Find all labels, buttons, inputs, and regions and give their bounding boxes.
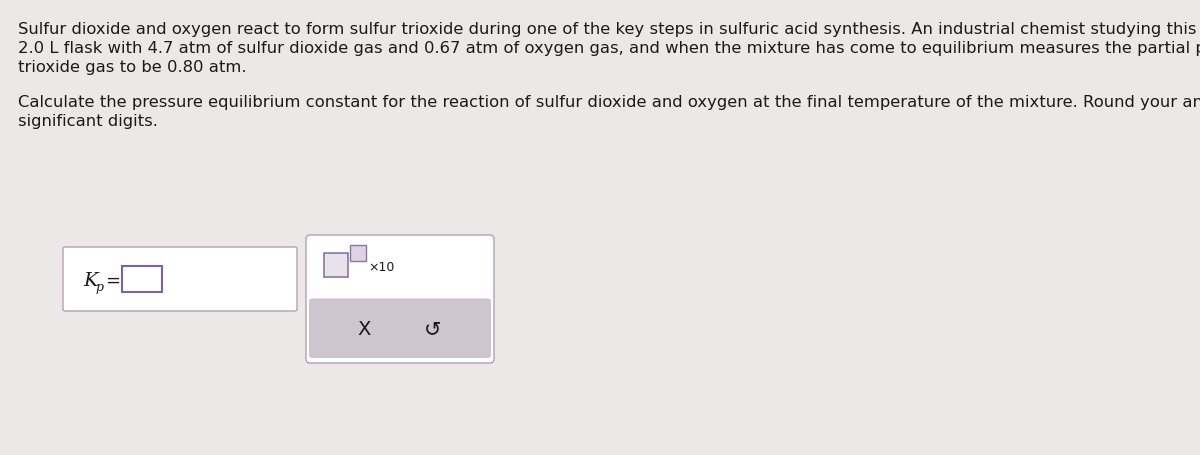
Text: significant digits.: significant digits.	[18, 114, 158, 129]
Text: =: =	[106, 271, 120, 289]
Text: 2.0 L flask with 4.7 atm of sulfur dioxide gas and 0.67 atm of oxygen gas, and w: 2.0 L flask with 4.7 atm of sulfur dioxi…	[18, 41, 1200, 56]
FancyBboxPatch shape	[306, 236, 494, 363]
Text: ×10: ×10	[368, 260, 395, 273]
Text: K: K	[83, 271, 97, 289]
FancyBboxPatch shape	[310, 299, 491, 358]
Text: X: X	[358, 319, 371, 338]
FancyBboxPatch shape	[64, 248, 298, 311]
Text: Calculate the pressure equilibrium constant for the reaction of sulfur dioxide a: Calculate the pressure equilibrium const…	[18, 95, 1200, 110]
Bar	[122, 267, 162, 293]
Bar	[350, 245, 366, 262]
Text: trioxide gas to be 0.80 atm.: trioxide gas to be 0.80 atm.	[18, 60, 246, 75]
Text: Sulfur dioxide and oxygen react to form sulfur trioxide during one of the key st: Sulfur dioxide and oxygen react to form …	[18, 22, 1200, 37]
Text: p: p	[95, 281, 103, 294]
Text: ↺: ↺	[424, 318, 442, 339]
Bar	[324, 253, 348, 278]
